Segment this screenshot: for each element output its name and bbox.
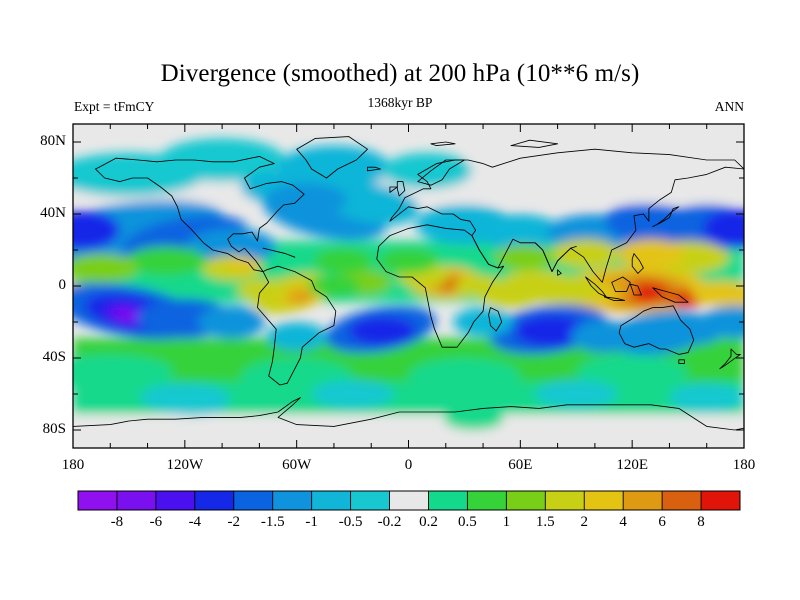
coastline-path: [262, 247, 296, 258]
coastline-path: [488, 307, 503, 332]
season-label: ANN: [714, 99, 744, 114]
coastline-path: [257, 265, 337, 386]
colorbar-tick-label: -0.5: [338, 514, 363, 530]
colorbar-cell: [78, 491, 118, 510]
x-tick-label: 180: [732, 457, 756, 473]
y-tick-label: 80N: [40, 133, 66, 149]
colorbar-tick-label: 1.5: [535, 514, 555, 530]
colorbar-tick-label: -6: [149, 514, 163, 530]
colorbar-cell: [584, 491, 624, 510]
colorbar-cell: [155, 491, 196, 510]
coastline-path: [557, 269, 562, 276]
coastlines: [73, 136, 744, 431]
coastline-path: [719, 348, 741, 370]
coastline-path: [611, 276, 631, 292]
colorbar-tick-label: -1.5: [260, 514, 285, 530]
colorbar-tick-label: -8: [110, 514, 124, 530]
coastline-path: [652, 287, 689, 303]
colorbar-tick-label: 8: [697, 514, 705, 530]
x-tick-label: 0: [404, 457, 413, 473]
coastline-path: [618, 305, 695, 355]
colorbar-cell: [311, 491, 351, 510]
colorbar-cell: [389, 491, 429, 510]
colorbar-tick-label: 2: [580, 514, 588, 530]
coastline-path: [389, 148, 744, 283]
coastline-path: [417, 159, 465, 186]
colorbar-cell: [350, 491, 390, 510]
colorbar-cell: [194, 491, 235, 510]
x-tick-label: 120W: [166, 457, 204, 473]
coastline-path: [631, 253, 644, 274]
experiment-label: Expt = tFmCY: [74, 99, 155, 114]
colorbar-tick-label: 1: [502, 514, 511, 530]
colorbar-tick-label: -1: [305, 514, 318, 530]
colorbar: [77, 490, 741, 511]
coastline-path: [73, 397, 744, 431]
colorbar-cell: [623, 491, 663, 510]
coastline-path: [534, 242, 577, 273]
time-period-label: 1368kyr BP: [367, 95, 433, 110]
colorbar-tick-label: -4: [188, 514, 202, 530]
colorbar-cell: [233, 491, 274, 510]
colorbar-cell: [662, 491, 702, 510]
x-tick-label: 120E: [616, 457, 648, 473]
coastline-path: [389, 186, 398, 193]
y-tick-label: 40S: [42, 349, 66, 365]
colorbar-tick-label: 6: [658, 514, 666, 530]
contour-field: [73, 124, 744, 448]
colorbar-cell: [701, 491, 741, 510]
colorbar-tick-label: 0.2: [419, 514, 438, 530]
colorbar-tick-label: -2: [227, 514, 241, 530]
colorbar-tick-label: -0.2: [377, 514, 402, 530]
coastline-path: [396, 181, 406, 197]
page-title: Divergence (smoothed) at 200 hPa (10**6 …: [160, 60, 640, 87]
coastline-path: [678, 359, 685, 364]
x-tick-label: 60W: [282, 457, 312, 473]
colorbar-cell: [545, 491, 585, 510]
coastline-path: [376, 224, 505, 348]
coastline-path: [296, 136, 368, 179]
y-tick-label: 0: [58, 277, 67, 293]
x-tick-label: 180: [61, 457, 85, 473]
y-tick-label: 40N: [40, 205, 66, 221]
axis-ticks: [72, 124, 745, 448]
colorbar-cell: [116, 491, 157, 510]
coastline-path: [367, 166, 381, 172]
colorbar-tick-label: 4: [619, 514, 627, 530]
coastline-path: [430, 141, 456, 147]
colorbar-cell: [506, 491, 546, 510]
coastline-path: [603, 296, 626, 301]
coastline-path: [510, 139, 559, 148]
coastline-path: [629, 283, 642, 296]
coastline-path: [652, 206, 680, 228]
colorbar-tick-label: 0.5: [458, 514, 477, 530]
colorbar-cell: [467, 491, 507, 510]
x-tick-label: 60E: [508, 457, 533, 473]
y-tick-label: 80S: [42, 421, 66, 437]
coastline-path: [94, 155, 305, 273]
colorbar-cell: [272, 491, 313, 510]
colorbar-cell: [428, 491, 468, 510]
